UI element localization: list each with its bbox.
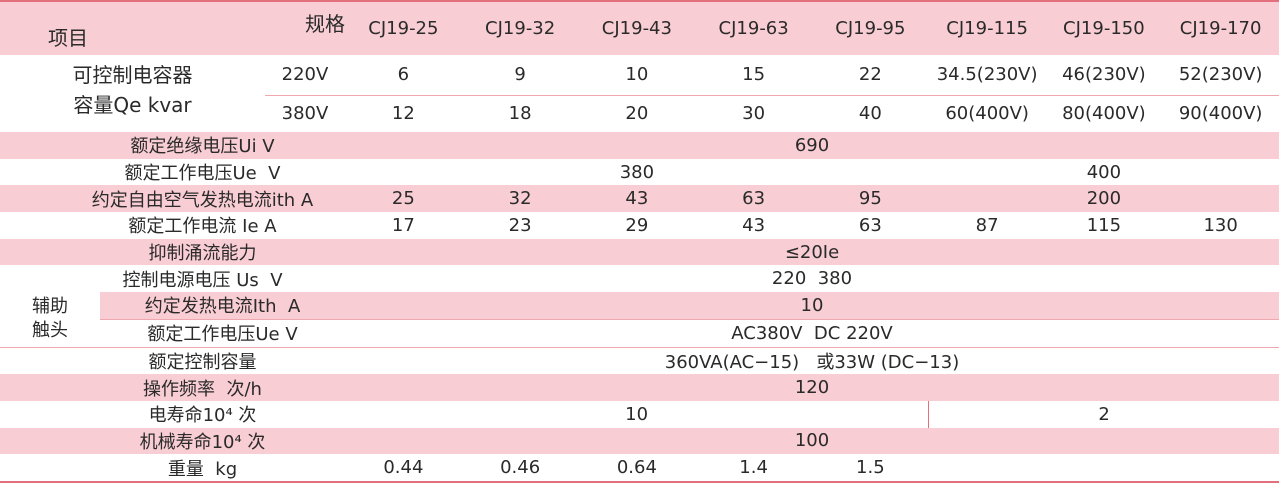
table-cell: 可控制电容器 (72, 63, 193, 87)
table-cell: 额定工作电压Ue V (100, 318, 345, 347)
table-cell: 30 (695, 94, 812, 132)
table-row: 额定工作电压Ue V 380 400 (0, 159, 1279, 186)
table-cell: 机械寿命10⁴ 次 (0, 427, 345, 455)
table-cell: 6 (397, 64, 410, 86)
table-row: 容量Qe kvar 380V 12 18 20 30 40 60(400V) 80(400… (0, 94, 1279, 132)
table-cell: 12 (345, 94, 462, 132)
table-row: 可控制电容器 220V 6 9 10 15 22 34.5(230V) 46(230V) 5… (0, 55, 1279, 95)
table-row: 辅助 触头 约定发热电流Ith A 10 (0, 292, 1279, 347)
table-cell: 辅助 (32, 296, 68, 318)
table-cell: 2 (928, 400, 1279, 428)
table-cell: CJ19-63 (695, 0, 812, 55)
table-cell: 43 (742, 214, 766, 236)
table-cell: 32 (461, 185, 579, 213)
table-cell: 400 (1086, 161, 1122, 183)
table-part (928, 454, 1279, 483)
table-row: 额定控制容量 360VA(AC−15) 或33W (DC−13) (0, 346, 1279, 375)
table-cell: 1.4 (695, 454, 812, 483)
table-cell: 87 (975, 214, 999, 236)
table-cell: 0.64 (578, 454, 696, 483)
table-cell: 20 (578, 94, 696, 132)
table-cell: 18 (461, 94, 579, 132)
table-cell: 200 (928, 185, 1279, 213)
table-cell: 380 (619, 161, 655, 183)
table-row: 重量 kg 0.44 0.46 0.64 1.4 1.5 (0, 454, 1279, 483)
table-cell: 40 (812, 94, 929, 132)
table-cell: CJ19-115 (928, 0, 1046, 55)
table-cell: CJ19-150 (1045, 0, 1163, 55)
table-cell: 0.44 (345, 454, 462, 483)
table-cell: 17 (391, 214, 415, 236)
table-cell: 额定绝缘电压Ui V (0, 132, 345, 159)
table-cell: 22 (858, 64, 882, 86)
table-cell: 抑制涌流能力 (0, 238, 345, 266)
table-cell: 重量 kg (0, 454, 345, 483)
table-cell: CJ19-95 (812, 0, 929, 55)
table-cell: 约定发热电流Ith A (100, 292, 345, 320)
table-cell: AC380V DC 220V (345, 318, 1279, 347)
table-cell: 95 (812, 185, 929, 213)
table-row: 项目 规格 CJ19-25 CJ19-32 CJ19-43 CJ19-63 CJ19-… (0, 0, 1279, 55)
table-cell: 9 (514, 64, 526, 86)
table-cell: 10 (345, 292, 1279, 320)
table-cell: CJ19-170 (1162, 0, 1279, 55)
table-cell: 43 (578, 185, 696, 213)
table-cell: 690 (345, 132, 1279, 159)
table-part: 辅助 触头 (0, 292, 100, 347)
table-cell: 380V (265, 94, 345, 132)
table-cell: 220V (281, 64, 329, 86)
table-cell: 容量Qe kvar (73, 95, 192, 117)
table-cell: 额定工作电流 Ie A (128, 216, 277, 238)
table-cell: 29 (625, 214, 649, 236)
table-row: 约定自由空气发热电流ith A 25 32 43 63 95 200 (0, 185, 1279, 213)
table-cell: 电寿命10⁴ 次 (148, 405, 257, 427)
table-cell: 0.46 (461, 454, 579, 483)
table-row: 机械寿命10⁴ 次 100 (0, 427, 1279, 455)
table-row: 抑制涌流能力 ≤20Ie (0, 238, 1279, 266)
table-cell: CJ19-25 (345, 0, 462, 55)
table-cell: 15 (742, 64, 766, 86)
table-cell: 80(400V) (1045, 94, 1163, 132)
table-cell: 10 (625, 403, 649, 425)
table-cell: 90(400V) (1162, 94, 1279, 132)
table-cell: 130 (1203, 214, 1238, 236)
table-cell: 120 (345, 374, 1279, 401)
table-cell: 1.5 (812, 454, 929, 483)
table-cell: 额定控制容量 (0, 346, 345, 375)
table-cell: 操作频率 次/h (0, 374, 345, 401)
table-cell: 25 (345, 185, 462, 213)
table-row: 额定绝缘电压Ui V 690 (0, 132, 1279, 159)
table-row: 操作频率 次/h 120 (0, 374, 1279, 401)
table-row: 额定工作电流 Ie A 17 23 29 43 63 87 115 130 (0, 212, 1279, 239)
table-cell: 60(400V) (928, 94, 1046, 132)
table-cell: 34.5(230V) (936, 64, 1038, 86)
table-cell: 触头 (32, 320, 68, 342)
table-cell: 约定自由空气发热电流ith A (0, 185, 345, 213)
table-cell: 100 (345, 427, 1279, 455)
table-cell: 360VA(AC−15) 或33W (DC−13) (345, 346, 1279, 375)
table-cell: 220 380 (771, 268, 853, 290)
table-cell: ≤20Ie (345, 238, 1279, 266)
table-cell: 10 (625, 64, 649, 86)
table-cell: 115 (1086, 214, 1122, 236)
table-row: 额定工作电压Ue V AC380V DC 220V (0, 318, 1279, 347)
table-row: 控制电源电压 Us V 220 380 (0, 265, 1279, 292)
table-cell: 项目 (0, 0, 265, 55)
table-cell: 23 (508, 214, 532, 236)
table-cell: 控制电源电压 Us V (122, 269, 283, 291)
table-cell: 46(230V) (1062, 64, 1146, 86)
table-cell: CJ19-43 (578, 0, 696, 55)
table-cell: 规格 (265, 0, 345, 55)
table-cell: 52(230V) (1178, 64, 1263, 86)
table-cell: 额定工作电压Ue V (124, 163, 281, 185)
table-cell: 63 (858, 214, 882, 236)
table-cell: 63 (695, 185, 812, 213)
table-cell: CJ19-32 (461, 0, 579, 55)
table-row: 电寿命10⁴ 次 10 2 (0, 400, 1279, 428)
